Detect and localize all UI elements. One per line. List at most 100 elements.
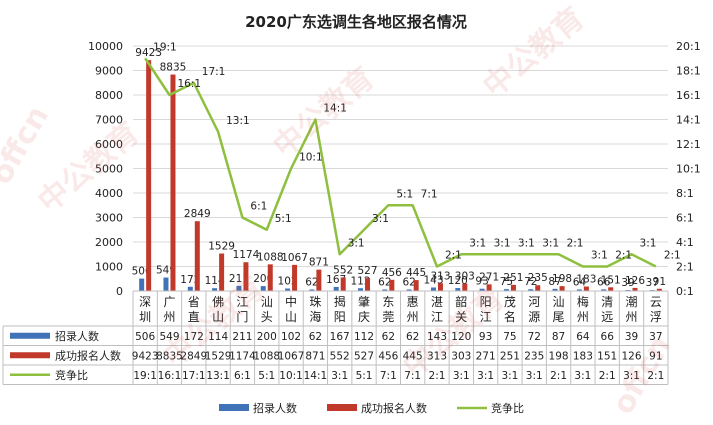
table-cell: 527 [354,350,374,362]
table-cell: 62 [406,331,419,343]
left-axis-tick: 1000 [95,261,123,274]
table-cell: 3:1 [623,370,640,382]
watermark-logo: offcn [606,330,678,420]
bar-recruits [528,289,534,291]
right-axis-tick: 14:1 [676,114,701,127]
category-label: 云浮 [650,295,662,324]
left-axis-tick: 2000 [95,236,123,249]
ratio-label: 2:1 [615,250,632,262]
bar-recruits [406,289,412,291]
table-cell: 313 [427,350,447,362]
table-cell: 172 [184,331,204,343]
bar-applicants [583,286,589,291]
table-cell: 62 [382,331,395,343]
legend-label: 竞争比 [491,401,524,415]
table-cell: 271 [476,350,496,362]
bar-applicants [535,285,541,291]
table-cell: 3:1 [477,370,494,382]
table-cell: 6:1 [234,370,251,382]
ratio-label: 6:1 [250,201,267,213]
legend-label: 招录人数 [253,401,297,415]
data-label-recruits: 72 [524,276,537,288]
table-cell: 552 [330,350,350,362]
table-cell: 2:1 [429,370,446,382]
table-cell: 143 [427,331,447,343]
data-label-applicants: 1088 [257,251,284,263]
table-cell: 93 [479,331,492,343]
data-label-applicants: 235 [528,272,548,284]
ratio-label: 3:1 [372,213,389,225]
bar-recruits [260,286,266,291]
bar-applicants [267,264,273,291]
right-axis-tick: 16:1 [676,89,701,102]
table-cell: 39 [625,331,638,343]
ratio-label: 2:1 [567,237,584,249]
bar-applicants [486,284,492,291]
table-row-name: 竞争比 [55,368,88,382]
data-label-applicants: 313 [430,270,450,282]
table-cell: 456 [378,350,398,362]
table-cell: 1174 [229,350,256,362]
table-cell: 16:1 [158,370,182,382]
data-label-recruits: 75 [500,276,513,288]
left-axis-tick: 4000 [95,187,123,200]
ratio-label: 14:1 [323,103,347,115]
ratio-label: 10:1 [299,152,323,164]
bar-applicants [656,288,662,291]
data-label-recruits: 93 [475,276,488,288]
data-label-applicants: 9423 [135,47,162,59]
category-label: 佛山 [212,295,224,324]
bar-applicants [194,221,200,291]
category-label: 惠州 [407,295,419,324]
table-cell: 10:1 [279,370,303,382]
table-cell: 72 [528,331,541,343]
bar-applicants [170,74,176,291]
category-label: 广州 [163,295,175,324]
bar-applicants [632,287,638,291]
bar-recruits [358,288,364,291]
data-label-applicants: 871 [309,257,329,269]
table-cell: 200 [257,331,277,343]
table-cell: 235 [524,350,544,362]
table-cell: 183 [573,350,593,362]
table-cell: 445 [403,350,423,362]
right-axis-tick: 4:1 [676,236,694,249]
ratio-label: 3:1 [469,237,486,249]
table-cell: 3:1 [574,370,591,382]
bar-recruits [601,289,607,291]
data-label-recruits: 62 [378,276,391,288]
category-label: 茂名 [504,295,516,324]
ratio-line [144,57,657,268]
table-cell: 2:1 [550,370,567,382]
data-label-applicants: 2849 [184,208,211,220]
table-cell: 3:1 [501,370,518,382]
bar-recruits [576,289,582,291]
category-label: 阳江 [480,295,492,324]
left-axis-tick: 9000 [95,65,123,78]
table-cell: 151 [597,350,617,362]
watermark-logo: offcn [0,100,56,190]
data-label-applicants: 151 [601,274,621,286]
bar-recruits [333,286,339,291]
data-label-recruits: 62 [305,276,318,288]
data-label-recruits: 37 [646,277,659,289]
table-cell: 7:1 [404,370,421,382]
category-label: 中山 [285,294,297,324]
right-axis-tick: 0:1 [676,285,694,298]
table-cell: 3:1 [453,370,470,382]
data-label-applicants: 198 [552,273,572,285]
category-label: 江门 [236,295,248,324]
ratio-label: 3:1 [640,237,657,249]
watermark: 中公教育 [477,1,591,105]
right-axis-tick: 2:1 [676,261,694,274]
data-label-recruits: 87 [548,276,561,288]
ratio-label: 2:1 [445,250,462,262]
bar-applicants [340,277,346,291]
table-cell: 1088 [253,350,280,362]
table-cell: 120 [451,331,471,343]
table-cell: 19:1 [133,370,157,382]
bar-recruits [163,277,169,291]
ratio-label: 17:1 [202,66,226,78]
right-axis-tick: 10:1 [676,163,701,176]
